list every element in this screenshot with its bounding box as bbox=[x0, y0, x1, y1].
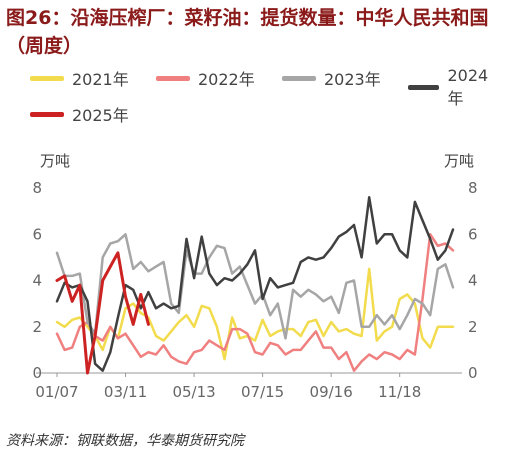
y-tick-label-left: 2 bbox=[32, 318, 42, 336]
x-tick-label: 11/18 bbox=[378, 383, 421, 401]
x-tick-label: 03/11 bbox=[104, 383, 147, 401]
legend-label-2025: 2025年 bbox=[72, 106, 129, 125]
source-note: 资料来源：钢联数据，华泰期货研究院 bbox=[6, 433, 244, 449]
x-tick-label: 09/16 bbox=[310, 383, 353, 401]
series-line-2021 bbox=[55, 267, 455, 361]
legend-swatch-2021 bbox=[30, 75, 64, 81]
legend-label-2023: 2023年 bbox=[324, 70, 381, 89]
y-tick-label-left: 8 bbox=[32, 179, 42, 197]
chart-legend: 2021年 2022年 2023年 2024年 2025年 bbox=[30, 66, 500, 126]
series-line-2025 bbox=[55, 251, 150, 375]
y-tick-label-left: 6 bbox=[32, 225, 42, 243]
legend-item-2023: 2023年 bbox=[282, 66, 381, 90]
series-line-2022 bbox=[55, 233, 455, 372]
x-tick-label: 05/13 bbox=[172, 383, 215, 401]
legend-swatch-2023 bbox=[282, 75, 316, 81]
x-tick-label: 07/15 bbox=[241, 383, 284, 401]
y-tick-label-right: 4 bbox=[468, 272, 478, 290]
y-tick-label-right: 0 bbox=[468, 364, 478, 382]
legend-swatch-2024 bbox=[408, 85, 440, 90]
legend-item-2021: 2021年 bbox=[30, 66, 129, 90]
legend-label-2022: 2022年 bbox=[198, 70, 255, 89]
legend-item-2022: 2022年 bbox=[156, 66, 255, 90]
y-tick-label-right: 2 bbox=[468, 318, 478, 336]
y-tick-label-right: 8 bbox=[468, 179, 478, 197]
y-tick-label-left: 4 bbox=[32, 272, 42, 290]
legend-item-2025: 2025年 bbox=[30, 102, 129, 126]
y-tick-label-right: 6 bbox=[468, 225, 478, 243]
series-line-2024 bbox=[55, 196, 455, 372]
legend-swatch-2022 bbox=[156, 75, 190, 81]
legend-swatch-2025 bbox=[30, 111, 64, 117]
chart-title: 图26：沿海压榨厂：菜籽油：提货数量：中华人民共和国（周度） bbox=[6, 7, 489, 57]
y-tick-label-left: 0 bbox=[32, 364, 42, 382]
left-axis-unit: 万吨 bbox=[40, 152, 71, 170]
legend-label-2021: 2021年 bbox=[72, 70, 129, 89]
right-axis-unit: 万吨 bbox=[444, 152, 475, 170]
series-line-2023 bbox=[55, 233, 455, 340]
legend-item-2024: 2024年 bbox=[408, 66, 500, 109]
x-tick-label: 01/07 bbox=[35, 383, 78, 401]
legend-label-2024: 2024年 bbox=[447, 66, 489, 108]
